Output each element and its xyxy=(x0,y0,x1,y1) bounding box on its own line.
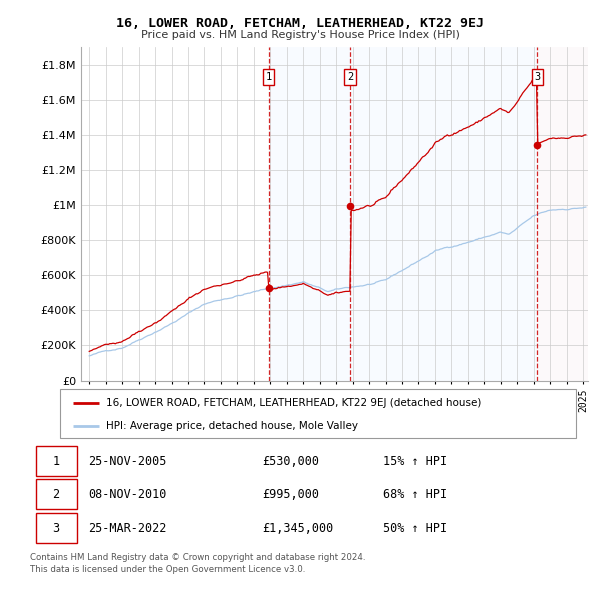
Text: This data is licensed under the Open Government Licence v3.0.: This data is licensed under the Open Gov… xyxy=(30,565,305,574)
Text: Contains HM Land Registry data © Crown copyright and database right 2024.: Contains HM Land Registry data © Crown c… xyxy=(30,553,365,562)
Text: 50% ↑ HPI: 50% ↑ HPI xyxy=(383,522,448,535)
Text: £1,345,000: £1,345,000 xyxy=(262,522,333,535)
Text: £530,000: £530,000 xyxy=(262,454,319,468)
Text: 3: 3 xyxy=(52,522,59,535)
Text: HPI: Average price, detached house, Mole Valley: HPI: Average price, detached house, Mole… xyxy=(106,421,358,431)
FancyBboxPatch shape xyxy=(35,446,77,476)
Text: 16, LOWER ROAD, FETCHAM, LEATHERHEAD, KT22 9EJ (detached house): 16, LOWER ROAD, FETCHAM, LEATHERHEAD, KT… xyxy=(106,398,482,408)
Text: 1: 1 xyxy=(266,72,272,82)
Bar xyxy=(350,47,538,381)
FancyBboxPatch shape xyxy=(60,389,576,438)
Text: £995,000: £995,000 xyxy=(262,487,319,501)
Text: 16, LOWER ROAD, FETCHAM, LEATHERHEAD, KT22 9EJ: 16, LOWER ROAD, FETCHAM, LEATHERHEAD, KT… xyxy=(116,17,484,30)
Bar xyxy=(538,47,591,381)
Text: 2: 2 xyxy=(52,487,59,501)
Text: 1: 1 xyxy=(52,454,59,468)
Text: 08-NOV-2010: 08-NOV-2010 xyxy=(88,487,166,501)
Text: 15% ↑ HPI: 15% ↑ HPI xyxy=(383,454,448,468)
Text: 3: 3 xyxy=(535,72,541,82)
Text: 2: 2 xyxy=(347,72,353,82)
Text: 25-MAR-2022: 25-MAR-2022 xyxy=(88,522,166,535)
Text: 68% ↑ HPI: 68% ↑ HPI xyxy=(383,487,448,501)
Bar xyxy=(269,47,350,381)
Text: Price paid vs. HM Land Registry's House Price Index (HPI): Price paid vs. HM Land Registry's House … xyxy=(140,30,460,40)
FancyBboxPatch shape xyxy=(35,479,77,509)
FancyBboxPatch shape xyxy=(35,513,77,543)
Text: 25-NOV-2005: 25-NOV-2005 xyxy=(88,454,166,468)
